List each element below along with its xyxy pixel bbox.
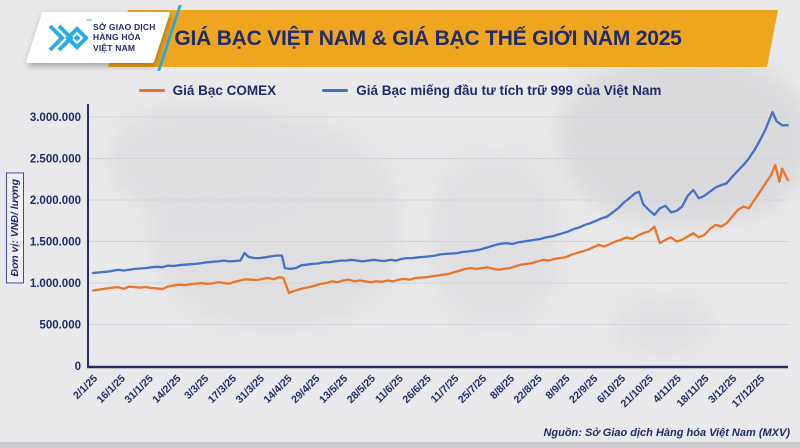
svg-text:31/1/25: 31/1/25 xyxy=(122,373,155,406)
svg-text:11/7/25: 11/7/25 xyxy=(429,373,462,406)
legend-item-vietnam: Giá Bạc miếng đầu tư tích trữ 999 của Vi… xyxy=(322,83,661,98)
map-blob xyxy=(110,105,300,215)
title-banner: GIÁ BẠC VIỆT NAM & GIÁ BẠC THẾ GIỚI NĂM … xyxy=(108,10,778,67)
logo-text-line3: VIỆT NAM xyxy=(93,42,136,53)
legend-label-comex: Giá Bạc COMEX xyxy=(172,82,277,98)
page-title: GIÁ BẠC VIỆT NAM & GIÁ BẠC THẾ GIỚI NĂM … xyxy=(174,26,682,50)
y-axis-unit-label: Đơn vị: VNĐ/ lượng xyxy=(6,172,24,284)
logo-text-line2: HÀNG HÓA xyxy=(93,32,141,43)
svg-text:26/6/25: 26/6/25 xyxy=(400,373,433,406)
svg-text:11/6/25: 11/6/25 xyxy=(373,373,406,406)
svg-text:17/3/25: 17/3/25 xyxy=(206,373,239,406)
svg-text:16/1/25: 16/1/25 xyxy=(95,373,128,406)
svg-text:500.000: 500.000 xyxy=(39,320,81,332)
svg-text:1.500.000: 1.500.000 xyxy=(30,237,81,249)
svg-text:14/2/25: 14/2/25 xyxy=(150,373,183,406)
svg-text:25/7/25: 25/7/25 xyxy=(456,373,489,406)
comex-series-swatch xyxy=(138,88,165,92)
svg-text:2.500.000: 2.500.000 xyxy=(30,154,81,166)
svg-text:13/5/25: 13/5/25 xyxy=(317,373,350,406)
svg-text:1.000.000: 1.000.000 xyxy=(30,278,81,290)
legend-label-vietnam: Giá Bạc miếng đầu tư tích trữ 999 của Vi… xyxy=(356,82,662,98)
mxv-logo-text: SỞ GIAO DỊCH HÀNG HÓA VIỆT NAM xyxy=(93,22,156,54)
svg-text:22/9/25: 22/9/25 xyxy=(567,373,600,406)
svg-text:14/4/25: 14/4/25 xyxy=(261,373,294,406)
vietnam-series-swatch xyxy=(322,88,349,92)
svg-text:0: 0 xyxy=(75,361,81,373)
svg-text:22/8/25: 22/8/25 xyxy=(511,373,544,406)
svg-text:31/3/25: 31/3/25 xyxy=(234,373,267,406)
legend-item-comex: Giá Bạc COMEX xyxy=(138,82,277,98)
chart-legend: Giá Bạc COMEX Giá Bạc miếng đầu tư tích … xyxy=(0,78,800,102)
mxv-logo-inner: ™ SỞ GIAO DỊCH HÀNG HÓA VIỆT NAM xyxy=(34,12,162,63)
svg-text:3.000.000: 3.000.000 xyxy=(30,112,81,124)
logo-text-line1: SỞ GIAO DỊCH xyxy=(93,21,156,32)
trademark-symbol: ™ xyxy=(86,18,92,25)
mxv-logo-icon: ™ xyxy=(46,19,92,55)
svg-text:28/5/25: 28/5/25 xyxy=(345,373,378,406)
bottom-strip xyxy=(0,442,800,448)
source-note: Nguồn: Sở Giao dịch Hàng hóa Việt Nam (M… xyxy=(543,427,790,439)
svg-text:29/4/25: 29/4/25 xyxy=(289,373,322,406)
svg-text:2.000.000: 2.000.000 xyxy=(30,195,81,207)
mxv-logo-panel: ™ SỞ GIAO DỊCH HÀNG HÓA VIỆT NAM xyxy=(25,12,171,63)
